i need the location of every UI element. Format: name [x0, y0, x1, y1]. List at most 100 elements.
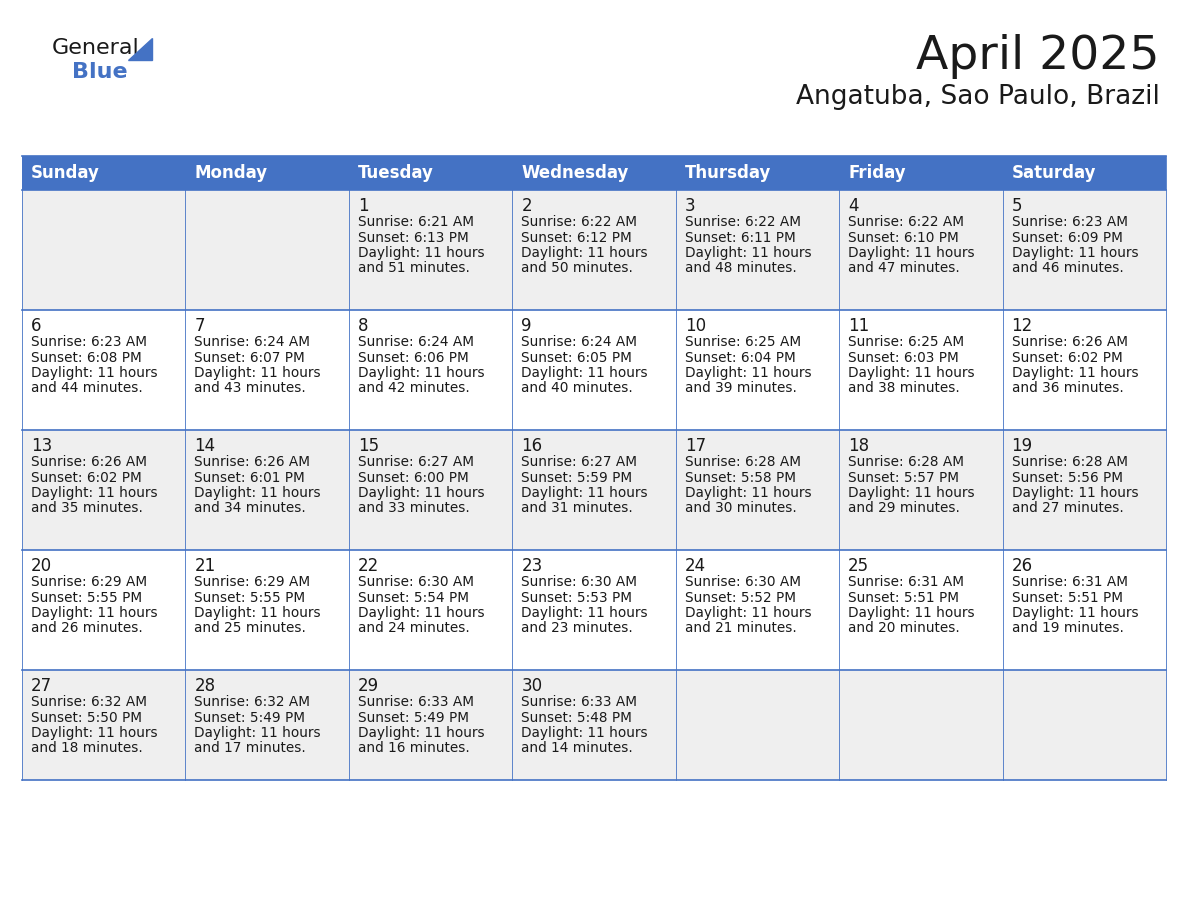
Text: Sunset: 6:02 PM: Sunset: 6:02 PM — [31, 471, 141, 485]
Text: Sunrise: 6:28 AM: Sunrise: 6:28 AM — [848, 455, 965, 469]
Bar — [185, 156, 349, 190]
Text: and 51 minutes.: and 51 minutes. — [358, 262, 469, 275]
Text: Daylight: 11 hours: Daylight: 11 hours — [1011, 486, 1138, 500]
Text: Saturday: Saturday — [1011, 164, 1097, 182]
Text: Sunset: 5:57 PM: Sunset: 5:57 PM — [848, 471, 959, 485]
Text: and 18 minutes.: and 18 minutes. — [31, 742, 143, 756]
Text: Sunrise: 6:25 AM: Sunrise: 6:25 AM — [684, 335, 801, 349]
Text: Sunset: 6:00 PM: Sunset: 6:00 PM — [358, 471, 468, 485]
Text: and 47 minutes.: and 47 minutes. — [848, 262, 960, 275]
Bar — [23, 310, 1165, 430]
Text: Sunset: 6:10 PM: Sunset: 6:10 PM — [848, 230, 959, 244]
Text: Daylight: 11 hours: Daylight: 11 hours — [31, 726, 158, 740]
Text: Daylight: 11 hours: Daylight: 11 hours — [848, 486, 975, 500]
Text: and 43 minutes.: and 43 minutes. — [195, 382, 307, 396]
Text: Sunset: 6:03 PM: Sunset: 6:03 PM — [848, 351, 959, 364]
Text: Daylight: 11 hours: Daylight: 11 hours — [848, 246, 975, 260]
Text: Daylight: 11 hours: Daylight: 11 hours — [31, 366, 158, 380]
Text: General: General — [52, 38, 140, 58]
Text: Sunrise: 6:23 AM: Sunrise: 6:23 AM — [1011, 215, 1127, 229]
Text: Sunrise: 6:26 AM: Sunrise: 6:26 AM — [195, 455, 310, 469]
Text: Daylight: 11 hours: Daylight: 11 hours — [358, 606, 485, 620]
Text: Daylight: 11 hours: Daylight: 11 hours — [522, 366, 647, 380]
Text: Sunrise: 6:26 AM: Sunrise: 6:26 AM — [1011, 335, 1127, 349]
Text: Daylight: 11 hours: Daylight: 11 hours — [848, 366, 975, 380]
Text: Sunrise: 6:24 AM: Sunrise: 6:24 AM — [358, 335, 474, 349]
Text: Tuesday: Tuesday — [358, 164, 434, 182]
Text: Daylight: 11 hours: Daylight: 11 hours — [195, 366, 321, 380]
Text: 29: 29 — [358, 677, 379, 695]
Text: 9: 9 — [522, 317, 532, 335]
Text: and 44 minutes.: and 44 minutes. — [31, 382, 143, 396]
Text: Sunset: 5:52 PM: Sunset: 5:52 PM — [684, 590, 796, 604]
Text: Daylight: 11 hours: Daylight: 11 hours — [358, 246, 485, 260]
Text: and 40 minutes.: and 40 minutes. — [522, 382, 633, 396]
Text: Sunrise: 6:28 AM: Sunrise: 6:28 AM — [684, 455, 801, 469]
Bar — [676, 156, 839, 190]
Bar — [349, 156, 512, 190]
Text: Angatuba, Sao Paulo, Brazil: Angatuba, Sao Paulo, Brazil — [796, 84, 1159, 110]
Text: and 14 minutes.: and 14 minutes. — [522, 742, 633, 756]
Text: 28: 28 — [195, 677, 215, 695]
Text: and 42 minutes.: and 42 minutes. — [358, 382, 469, 396]
Text: and 29 minutes.: and 29 minutes. — [848, 501, 960, 516]
Text: 1: 1 — [358, 197, 368, 215]
Bar — [1003, 156, 1165, 190]
Text: and 26 minutes.: and 26 minutes. — [31, 621, 143, 635]
Text: Sunset: 5:55 PM: Sunset: 5:55 PM — [195, 590, 305, 604]
Text: Daylight: 11 hours: Daylight: 11 hours — [684, 486, 811, 500]
Text: 13: 13 — [31, 437, 52, 455]
Text: and 20 minutes.: and 20 minutes. — [848, 621, 960, 635]
Text: and 35 minutes.: and 35 minutes. — [31, 501, 143, 516]
Bar — [23, 430, 1165, 550]
Text: 7: 7 — [195, 317, 204, 335]
Bar — [512, 156, 676, 190]
Text: 15: 15 — [358, 437, 379, 455]
Text: 14: 14 — [195, 437, 215, 455]
Text: Sunrise: 6:32 AM: Sunrise: 6:32 AM — [195, 695, 310, 709]
Text: Daylight: 11 hours: Daylight: 11 hours — [1011, 606, 1138, 620]
Text: Daylight: 11 hours: Daylight: 11 hours — [684, 606, 811, 620]
Text: Monday: Monday — [195, 164, 267, 182]
Text: Sunset: 5:58 PM: Sunset: 5:58 PM — [684, 471, 796, 485]
Text: Sunset: 6:01 PM: Sunset: 6:01 PM — [195, 471, 305, 485]
Text: Daylight: 11 hours: Daylight: 11 hours — [522, 486, 647, 500]
Text: Sunrise: 6:31 AM: Sunrise: 6:31 AM — [848, 575, 965, 589]
Text: Wednesday: Wednesday — [522, 164, 628, 182]
Text: Sunset: 5:49 PM: Sunset: 5:49 PM — [195, 711, 305, 724]
Text: Sunset: 5:59 PM: Sunset: 5:59 PM — [522, 471, 632, 485]
Text: Sunrise: 6:32 AM: Sunrise: 6:32 AM — [31, 695, 147, 709]
Text: Thursday: Thursday — [684, 164, 771, 182]
Text: and 31 minutes.: and 31 minutes. — [522, 501, 633, 516]
Text: Sunrise: 6:24 AM: Sunrise: 6:24 AM — [195, 335, 310, 349]
Text: 2: 2 — [522, 197, 532, 215]
Text: Sunset: 6:09 PM: Sunset: 6:09 PM — [1011, 230, 1123, 244]
Text: Sunset: 5:49 PM: Sunset: 5:49 PM — [358, 711, 469, 724]
Text: 22: 22 — [358, 557, 379, 575]
Text: Sunset: 5:55 PM: Sunset: 5:55 PM — [31, 590, 143, 604]
Text: Daylight: 11 hours: Daylight: 11 hours — [522, 246, 647, 260]
Text: and 39 minutes.: and 39 minutes. — [684, 382, 797, 396]
Text: 4: 4 — [848, 197, 859, 215]
Text: Daylight: 11 hours: Daylight: 11 hours — [195, 726, 321, 740]
Text: Daylight: 11 hours: Daylight: 11 hours — [1011, 366, 1138, 380]
Text: Sunrise: 6:23 AM: Sunrise: 6:23 AM — [31, 335, 147, 349]
Text: and 25 minutes.: and 25 minutes. — [195, 621, 307, 635]
Text: Daylight: 11 hours: Daylight: 11 hours — [358, 366, 485, 380]
Text: Friday: Friday — [848, 164, 905, 182]
Text: Sunset: 6:08 PM: Sunset: 6:08 PM — [31, 351, 141, 364]
Text: Sunset: 5:50 PM: Sunset: 5:50 PM — [31, 711, 143, 724]
Text: Sunrise: 6:26 AM: Sunrise: 6:26 AM — [31, 455, 147, 469]
Text: Sunset: 6:06 PM: Sunset: 6:06 PM — [358, 351, 468, 364]
Text: 3: 3 — [684, 197, 695, 215]
Text: Sunset: 6:13 PM: Sunset: 6:13 PM — [358, 230, 468, 244]
Text: Sunrise: 6:22 AM: Sunrise: 6:22 AM — [522, 215, 637, 229]
Text: 16: 16 — [522, 437, 543, 455]
Text: Daylight: 11 hours: Daylight: 11 hours — [848, 606, 975, 620]
Text: Sunset: 6:12 PM: Sunset: 6:12 PM — [522, 230, 632, 244]
Text: 5: 5 — [1011, 197, 1022, 215]
Text: Sunrise: 6:27 AM: Sunrise: 6:27 AM — [358, 455, 474, 469]
Text: Sunrise: 6:31 AM: Sunrise: 6:31 AM — [1011, 575, 1127, 589]
Bar — [23, 550, 1165, 670]
Text: Daylight: 11 hours: Daylight: 11 hours — [522, 606, 647, 620]
